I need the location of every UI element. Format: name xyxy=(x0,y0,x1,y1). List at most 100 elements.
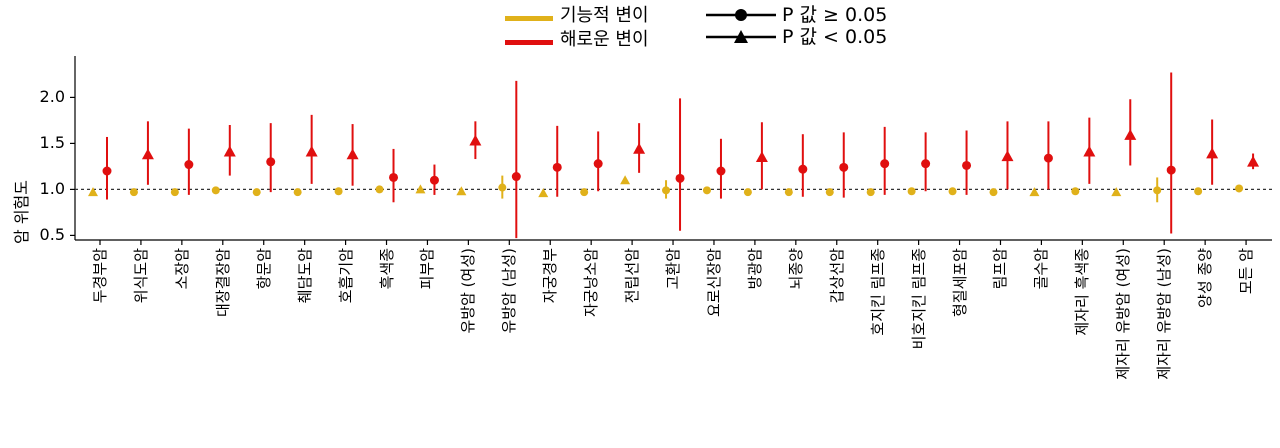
data-point-circle xyxy=(1043,153,1053,163)
data-point-triangle xyxy=(305,145,318,157)
data-point-circle xyxy=(429,175,439,185)
legend-harmful-label: 해로운 변이 xyxy=(560,29,649,50)
data-point-triangle xyxy=(223,145,236,157)
data-point-triangle xyxy=(1029,187,1040,197)
x-category-label: 자궁경부 xyxy=(541,248,560,304)
legend-functional-swatch xyxy=(505,16,553,21)
legend-p-lt-label: P 값 < 0.05 xyxy=(782,26,888,48)
data-point-triangle xyxy=(141,148,154,160)
data-point-circle xyxy=(334,187,343,196)
data-point-circle xyxy=(702,186,711,195)
data-point-circle xyxy=(1071,187,1080,196)
data-point-triangle xyxy=(415,184,426,194)
data-point-circle xyxy=(743,188,752,197)
data-point-circle xyxy=(784,188,793,197)
data-point-circle xyxy=(825,188,834,197)
data-point-circle xyxy=(839,162,849,172)
x-category-label: 두경부암 xyxy=(91,248,109,304)
data-point-triangle xyxy=(1206,147,1219,159)
legend-circle-marker xyxy=(735,9,747,21)
x-category-label: 전립선암 xyxy=(623,248,642,304)
data-point-circle xyxy=(593,159,603,169)
x-category-label: 림프암 xyxy=(991,248,1010,290)
data-point-triangle xyxy=(1124,129,1137,140)
data-marks xyxy=(88,72,1260,239)
data-point-triangle xyxy=(1247,155,1260,167)
x-category-label: 방광암 xyxy=(745,248,764,290)
data-point-triangle xyxy=(633,142,646,154)
data-point-circle xyxy=(798,164,808,174)
x-category-label: 고환암 xyxy=(664,248,683,290)
x-category-label: 소장암 xyxy=(172,248,191,290)
x-category-label: 형질세포암 xyxy=(950,248,969,318)
x-category-label: 골수암 xyxy=(1032,248,1051,290)
data-point-circle xyxy=(129,188,138,197)
x-category-label: 제자리 유방암 (여성) xyxy=(1114,248,1133,380)
data-point-circle xyxy=(921,159,931,169)
data-point-circle xyxy=(552,162,562,172)
data-point-triangle xyxy=(1111,187,1122,197)
data-point-circle xyxy=(907,187,916,196)
legend-triangle-marker xyxy=(734,30,748,43)
data-point-circle xyxy=(184,160,194,170)
chart-canvas xyxy=(70,9,1272,245)
data-point-circle xyxy=(962,160,972,170)
data-point-circle xyxy=(880,159,890,169)
data-point-circle xyxy=(102,166,112,176)
data-point-triangle xyxy=(538,188,549,198)
data-point-triangle xyxy=(1001,150,1014,162)
x-category-label: 흑색종 xyxy=(377,248,396,290)
data-point-circle xyxy=(580,188,589,197)
data-point-circle xyxy=(948,187,957,196)
x-category-label: 항문암 xyxy=(254,248,273,290)
x-category-label: 대장결장암 xyxy=(213,248,232,318)
data-point-triangle xyxy=(1083,145,1096,157)
x-category-label: 피부암 xyxy=(418,248,437,290)
data-point-triangle xyxy=(469,134,482,146)
y-tick-label: 1.5 xyxy=(39,133,65,153)
x-category-label: 위식도암 xyxy=(131,248,150,304)
data-point-circle xyxy=(662,186,671,195)
data-point-triangle xyxy=(755,151,768,162)
data-point-circle xyxy=(716,166,726,176)
data-point-circle xyxy=(1166,165,1176,175)
data-point-circle xyxy=(1194,187,1203,196)
data-point-triangle xyxy=(88,187,98,197)
x-category-label: 췌담도암 xyxy=(295,248,314,304)
data-point-triangle xyxy=(456,186,467,196)
x-category-label: 유방암 (여성) xyxy=(459,248,478,334)
y-tick-label: 2.0 xyxy=(39,87,65,107)
data-point-circle xyxy=(866,188,875,197)
data-point-triangle xyxy=(346,148,359,160)
x-category-label: 호흡기암 xyxy=(336,248,355,304)
legend-functional-label: 기능적 변이 xyxy=(560,5,649,26)
legend-p-ge-label: P 값 ≥ 0.05 xyxy=(782,4,888,26)
data-point-circle xyxy=(170,188,179,197)
x-category-label: 호지킨 림프종 xyxy=(868,248,887,336)
data-point-circle xyxy=(266,157,276,167)
y-tick-label: 0.5 xyxy=(39,225,65,245)
data-point-circle xyxy=(989,188,998,197)
data-point-circle xyxy=(252,188,261,197)
x-category-label: 요로신장암 xyxy=(704,248,723,318)
data-point-circle xyxy=(1153,186,1162,195)
x-category-label: 비호지킨 림프종 xyxy=(909,248,928,350)
x-category-label: 양성 종양 xyxy=(1196,248,1215,308)
data-point-circle xyxy=(511,172,521,182)
data-point-circle xyxy=(375,185,384,194)
x-category-label: 뇌종양 xyxy=(786,248,805,290)
data-point-circle xyxy=(1235,184,1244,193)
data-point-circle xyxy=(389,172,399,182)
x-category-label: 모든 암 xyxy=(1237,248,1256,295)
x-category-label: 자궁낭소암 xyxy=(582,248,601,318)
data-point-circle xyxy=(293,188,302,197)
x-category-label: 유방암 (남성) xyxy=(500,248,519,334)
legend-markers xyxy=(706,9,776,43)
data-point-triangle xyxy=(620,175,631,185)
y-tick-label: 1.0 xyxy=(39,179,65,199)
x-category-label: 갑상선암 xyxy=(827,248,846,304)
data-point-circle xyxy=(498,183,507,192)
x-category-label: 제자리 유방암 (남성) xyxy=(1155,248,1174,380)
x-category-label: 제자리 흑색종 xyxy=(1073,248,1092,336)
data-point-circle xyxy=(211,186,220,195)
